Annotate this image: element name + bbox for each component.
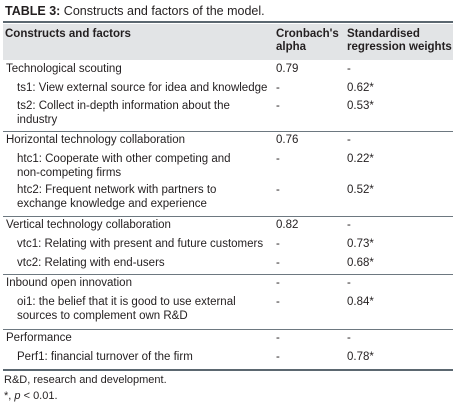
factor-line: sources to complement own R&D <box>17 309 188 322</box>
weight-cell: 0.22* <box>347 153 374 165</box>
factor-name: htc2: Frequent network with partners to … <box>17 184 267 211</box>
factor-line: oi1: the belief that it is good to use e… <box>17 296 236 308</box>
weight-cell: - <box>347 63 351 75</box>
factor-name: oi1: the belief that it is good to use e… <box>17 296 267 323</box>
construct-name: Horizontal technology collaboration <box>6 134 185 146</box>
sig-star: *, <box>4 390 15 402</box>
section-divider <box>3 274 453 275</box>
header-weights: Standardised regression weights <box>347 28 456 54</box>
weight-cell: - <box>347 332 351 344</box>
caption-label: TABLE 3: <box>5 4 61 18</box>
factor-line: exchange knowledge and experience <box>17 197 207 210</box>
alpha-cell: - <box>276 100 280 112</box>
factor-name: htc1: Cooperate with other competing and… <box>17 153 267 180</box>
factor-line: non-competing firms <box>17 166 122 179</box>
alpha-cell: - <box>276 82 280 94</box>
weight-cell: - <box>347 277 351 289</box>
alpha-cell: - <box>276 277 280 289</box>
weight-cell: 0.68* <box>347 257 374 269</box>
table-caption: TABLE 3: Constructs and factors of the m… <box>5 3 265 19</box>
construct-name: Inbound open innovation <box>6 277 132 289</box>
weight-cell: - <box>347 134 351 146</box>
alpha-cell: - <box>276 184 280 196</box>
sig-rest: < 0.01. <box>20 390 58 402</box>
header-weights-line1: Standardised <box>347 28 420 40</box>
construct-name: Performance <box>6 332 72 344</box>
header-alpha-line1: Cronbach's <box>276 28 339 40</box>
factor-name: ts1: View external source for idea and k… <box>17 82 268 94</box>
construct-name: Technological scouting <box>6 63 122 75</box>
factor-line: htc2: Frequent network with partners to <box>17 184 217 196</box>
factor-name: vtc1: Relating with present and future c… <box>17 238 264 250</box>
factor-line: htc1: Cooperate with other competing and <box>17 153 231 165</box>
weight-cell: 0.52* <box>347 184 374 196</box>
bottom-rule <box>3 369 453 371</box>
alpha-cell: - <box>276 296 280 308</box>
alpha-cell: 0.76 <box>276 134 299 146</box>
alpha-cell: - <box>276 332 280 344</box>
section-divider <box>3 329 453 330</box>
factor-line: ts2: Collect in-depth information about … <box>17 100 230 112</box>
header-alpha-line2: alpha <box>276 41 307 53</box>
alpha-cell: - <box>276 153 280 165</box>
factor-line: industry <box>17 113 58 126</box>
weight-cell: 0.78* <box>347 351 374 363</box>
table-header: Constructs and factors Cronbach's alpha … <box>3 24 453 60</box>
abbreviation-note: R&D, research and development. <box>4 374 167 386</box>
significance-note: *, p < 0.01. <box>4 390 58 403</box>
section-divider <box>3 131 453 132</box>
weight-cell: 0.53* <box>347 100 374 112</box>
alpha-cell: 0.82 <box>276 219 299 231</box>
factor-name: ts2: Collect in-depth information about … <box>17 100 267 127</box>
weight-cell: 0.62* <box>347 82 374 94</box>
alpha-cell: 0.79 <box>276 63 299 75</box>
header-weights-line2: regression weights <box>347 41 452 53</box>
header-alpha: Cronbach's alpha <box>276 28 346 54</box>
alpha-cell: - <box>276 351 280 363</box>
construct-name: Vertical technology collaboration <box>6 219 171 231</box>
caption-text: Constructs and factors of the model. <box>60 4 265 18</box>
alpha-cell: - <box>276 257 280 269</box>
sig-p: p <box>14 390 21 402</box>
alpha-cell: - <box>276 238 280 250</box>
header-constructs: Constructs and factors <box>5 28 131 40</box>
factor-name: Perf1: financial turnover of the firm <box>17 351 193 363</box>
weight-cell: - <box>347 219 351 231</box>
weight-cell: 0.84* <box>347 296 374 308</box>
factor-name: vtc2: Relating with end-users <box>17 257 165 269</box>
weight-cell: 0.73* <box>347 238 374 250</box>
top-rule <box>3 21 453 23</box>
section-divider <box>3 216 453 217</box>
